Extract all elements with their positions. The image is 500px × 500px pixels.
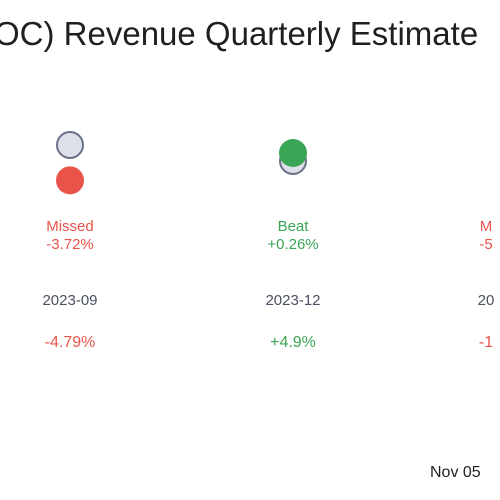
quarter-3-period: 20 <box>477 292 495 309</box>
quarter-3-status: M <box>479 218 493 235</box>
quarter-1-period: 2023-09 <box>42 292 98 309</box>
quarter-2-status: Beat <box>277 218 309 235</box>
chart-title: OC) Revenue Quarterly Estimate <box>0 15 479 52</box>
quarter-2-actual-marker <box>279 139 307 167</box>
quarter-3-growth: -1 <box>478 334 494 351</box>
quarter-1-growth: -4.79% <box>44 334 96 351</box>
quarter-2-period: 2023-12 <box>265 292 321 309</box>
quarter-2-surprise: +0.26% <box>267 236 319 253</box>
quarter-1-status: Missed <box>46 218 94 235</box>
quarter-2-growth: +4.9% <box>270 334 316 351</box>
quarter-1-estimate-marker <box>56 131 84 159</box>
quarter-1-surprise: -3.72% <box>46 236 94 253</box>
footer-date: Nov 05 <box>430 464 481 481</box>
quarter-1-actual-marker <box>56 166 84 195</box>
quarter-3-surprise: -5 <box>479 236 493 253</box>
